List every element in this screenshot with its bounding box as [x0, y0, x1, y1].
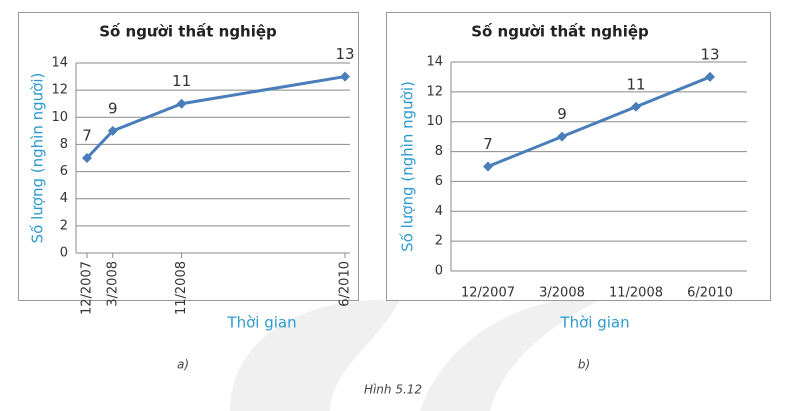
data-label: 11	[172, 72, 191, 90]
x-tick-label: 11/2008	[609, 286, 663, 301]
data-label: 9	[108, 99, 118, 117]
y-tick-label: 8	[435, 144, 443, 159]
data-point	[176, 98, 187, 109]
x-axis-label: Thời gian	[559, 314, 629, 332]
y-tick-label: 4	[435, 204, 443, 219]
data-label: 7	[82, 127, 92, 145]
chart-title: Số người thất nghiệp	[99, 22, 277, 41]
chart-frame	[18, 12, 359, 301]
x-tick-label: 3/2008	[105, 261, 120, 307]
y-tick-label: 6	[60, 164, 68, 179]
data-point	[631, 101, 641, 112]
data-point	[82, 153, 92, 163]
panel-label: b)	[578, 358, 590, 372]
x-tick-label: 6/2010	[687, 286, 733, 301]
y-tick-label: 8	[60, 137, 68, 152]
decoration	[420, 300, 600, 411]
y-tick-label: 14	[51, 56, 68, 71]
data-label: 13	[700, 45, 719, 63]
y-tick-label: 10	[51, 110, 68, 125]
figure-caption: Hình 5.12	[364, 383, 422, 397]
data-point	[557, 131, 567, 142]
x-tick-label: 11/2008	[174, 261, 189, 315]
chart-title: Số người thất nghiệp	[471, 22, 649, 41]
data-label: 7	[483, 135, 493, 153]
data-line	[85, 75, 346, 160]
data-point	[340, 71, 350, 82]
data-point	[705, 71, 715, 82]
y-tick-label: 2	[60, 218, 68, 233]
data-point	[107, 125, 118, 136]
decoration	[230, 300, 400, 411]
y-tick-label: 6	[435, 174, 443, 189]
y-axis-label: Số lượng (nghìn người)	[399, 81, 417, 252]
data-line	[487, 75, 711, 168]
x-tick-label: 12/2007	[80, 261, 95, 315]
y-tick-label: 2	[435, 234, 443, 249]
y-tick-label: 12	[426, 84, 443, 99]
data-label: 13	[335, 45, 354, 63]
y-tick-label: 4	[60, 191, 68, 206]
data-point	[483, 161, 493, 172]
panel-label: a)	[177, 358, 189, 372]
y-tick-label: 0	[435, 264, 443, 279]
data-label: 11	[626, 75, 645, 93]
data-label: 9	[557, 105, 567, 123]
x-axis-label: Thời gian	[226, 314, 296, 332]
y-axis-label: Số lượng (nghìn người)	[29, 73, 47, 244]
chart-frame	[386, 12, 771, 301]
x-tick-label: 3/2008	[539, 286, 585, 301]
x-tick-label: 12/2007	[461, 286, 515, 301]
x-tick-label: 6/2010	[338, 261, 353, 307]
y-tick-label: 12	[51, 83, 68, 98]
y-tick-label: 14	[426, 55, 443, 70]
y-tick-label: 0	[60, 246, 68, 261]
y-tick-label: 10	[426, 114, 443, 129]
